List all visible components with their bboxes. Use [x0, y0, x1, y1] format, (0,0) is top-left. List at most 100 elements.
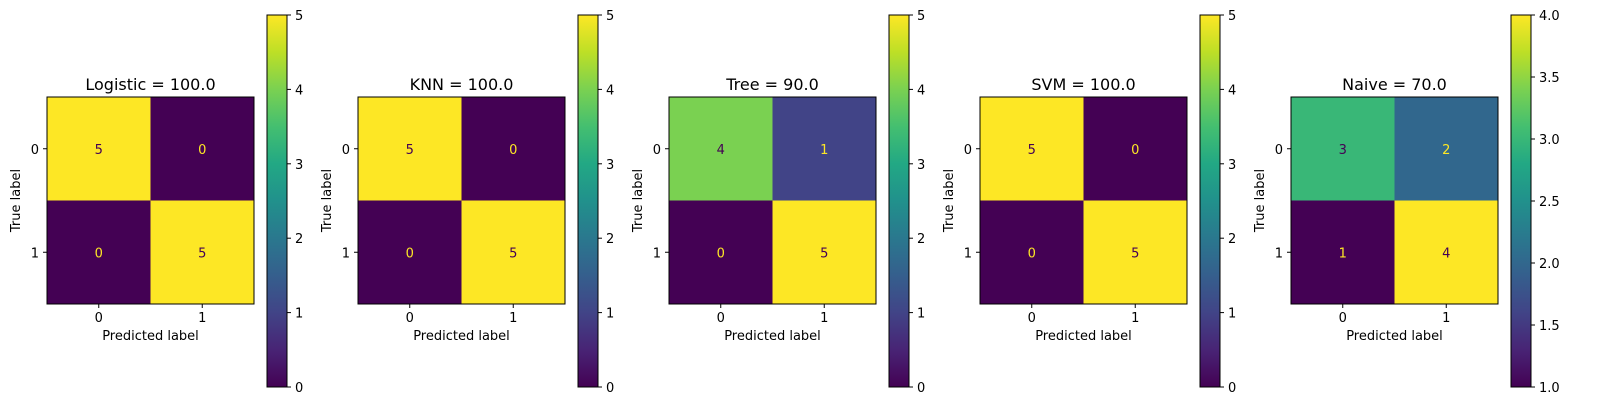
colorbar-tick-label: 2.5 — [1539, 195, 1560, 210]
matrix-cell — [47, 200, 151, 304]
confusion-matrix-panel-0: Logistic = 100.0 5 0 0 5 0 1 0 1 Predicted label T… — [9, 9, 303, 396]
matrix-cell — [150, 200, 254, 304]
y-tick-label: 1 — [653, 246, 661, 261]
cell-value-label: 5 — [198, 246, 206, 261]
matrix-cell — [1394, 200, 1498, 304]
matrix-cell — [461, 97, 565, 201]
colorbar-tick-label: 3 — [917, 158, 925, 173]
cell-value-label: 4 — [1442, 246, 1450, 261]
colorbar-tick-label: 5 — [917, 9, 925, 24]
confusion-matrix-panel-4: Naive = 70.0 3 2 1 4 0 1 0 1 Predicted label True … — [1253, 9, 1560, 396]
y-tick-label: 0 — [31, 143, 39, 158]
cell-value-label: 0 — [406, 246, 414, 261]
x-axis-label: Predicted label — [724, 329, 821, 344]
colorbar-tick-label: 5 — [295, 9, 303, 24]
y-axis-label: True label — [1253, 169, 1268, 233]
colorbar-tick-label: 5 — [1228, 9, 1236, 24]
x-tick-label: 1 — [1442, 311, 1450, 326]
matrix-cell — [772, 97, 876, 201]
x-tick-label: 1 — [198, 311, 206, 326]
axes-frame — [357, 96, 566, 305]
x-axis-label: Predicted label — [102, 329, 199, 344]
colorbar — [578, 15, 598, 387]
cell-value-label: 5 — [820, 246, 828, 261]
matrix-cell — [1083, 200, 1187, 304]
colorbar-tick-label: 4.0 — [1539, 9, 1560, 24]
y-tick-label: 1 — [964, 246, 972, 261]
colorbar-tick-label: 3 — [1228, 158, 1236, 173]
cell-value-label: 0 — [1131, 143, 1139, 158]
colorbar-tick-label: 4 — [606, 83, 614, 98]
x-tick-label: 1 — [509, 311, 517, 326]
axes-frame — [668, 96, 877, 305]
axes-frame — [46, 96, 255, 305]
colorbar-tick-label: 3.0 — [1539, 133, 1560, 148]
x-tick-label: 0 — [406, 311, 414, 326]
confusion-matrix-panel-3: SVM = 100.0 5 0 0 5 0 1 0 1 Predicted label True l… — [942, 9, 1236, 396]
panel-title: SVM = 100.0 — [1031, 75, 1135, 94]
cell-value-label: 4 — [717, 143, 725, 158]
confusion-matrix-panel-1: KNN = 100.0 5 0 0 5 0 1 0 1 Predicted label True l… — [320, 9, 614, 396]
cell-value-label: 0 — [198, 143, 206, 158]
matrix-cell — [358, 200, 462, 304]
cell-value-label: 1 — [1339, 246, 1347, 261]
colorbar-frame — [266, 14, 288, 388]
y-tick-label: 1 — [31, 246, 39, 261]
matrix-cell — [150, 97, 254, 201]
matrix-cell — [1083, 97, 1187, 201]
matrix-cell — [461, 200, 565, 304]
matrix-cell — [669, 97, 773, 201]
colorbar-tick-label: 0 — [917, 381, 925, 396]
y-axis-label: True label — [320, 169, 335, 233]
cell-value-label: 3 — [1339, 143, 1347, 158]
colorbar-tick-label: 4 — [295, 83, 303, 98]
colorbar-tick-label: 2 — [295, 232, 303, 247]
colorbar-tick-label: 1 — [606, 307, 614, 322]
x-tick-label: 0 — [717, 311, 725, 326]
x-tick-label: 1 — [1131, 311, 1139, 326]
matrix-cell — [1291, 200, 1395, 304]
cell-value-label: 0 — [509, 143, 517, 158]
cell-value-label: 0 — [95, 246, 103, 261]
panel-title: Logistic = 100.0 — [85, 75, 215, 94]
matrix-cell — [980, 97, 1084, 201]
y-axis-label: True label — [631, 169, 646, 233]
y-tick-label: 1 — [342, 246, 350, 261]
matrix-cell — [669, 200, 773, 304]
matrix-cell — [47, 97, 151, 201]
cell-value-label: 5 — [95, 143, 103, 158]
axes-frame — [979, 96, 1188, 305]
colorbar — [889, 15, 909, 387]
colorbar-tick-label: 5 — [606, 9, 614, 24]
colorbar-frame — [1199, 14, 1221, 388]
matrix-cell — [1394, 97, 1498, 201]
cell-value-label: 5 — [1131, 246, 1139, 261]
x-axis-label: Predicted label — [1035, 329, 1132, 344]
colorbar — [267, 15, 287, 387]
colorbar-tick-label: 1 — [917, 307, 925, 322]
x-tick-label: 0 — [1339, 311, 1347, 326]
colorbar-frame — [577, 14, 599, 388]
colorbar-tick-label: 4 — [917, 83, 925, 98]
panel-title: Naive = 70.0 — [1342, 75, 1447, 94]
axes-frame — [1290, 96, 1499, 305]
colorbar-tick-label: 1 — [295, 307, 303, 322]
colorbar-tick-label: 1.5 — [1539, 319, 1560, 334]
colorbar-tick-label: 2.0 — [1539, 257, 1560, 272]
panel-title: Tree = 90.0 — [725, 75, 819, 94]
colorbar-tick-label: 3.5 — [1539, 71, 1560, 86]
colorbar-tick-label: 3 — [295, 158, 303, 173]
y-tick-label: 0 — [1275, 143, 1283, 158]
colorbar-tick-label: 0 — [606, 381, 614, 396]
matrix-cell — [980, 200, 1084, 304]
colorbar-tick-label: 3 — [606, 158, 614, 173]
colorbar-tick-label: 0 — [295, 381, 303, 396]
y-tick-label: 0 — [653, 143, 661, 158]
matrix-cell — [358, 97, 462, 201]
colorbar-tick-label: 0 — [1228, 381, 1236, 396]
matrix-cell — [772, 200, 876, 304]
colorbar-tick-label: 1 — [1228, 307, 1236, 322]
colorbar-tick-label: 2 — [1228, 232, 1236, 247]
matrix-cell — [1291, 97, 1395, 201]
